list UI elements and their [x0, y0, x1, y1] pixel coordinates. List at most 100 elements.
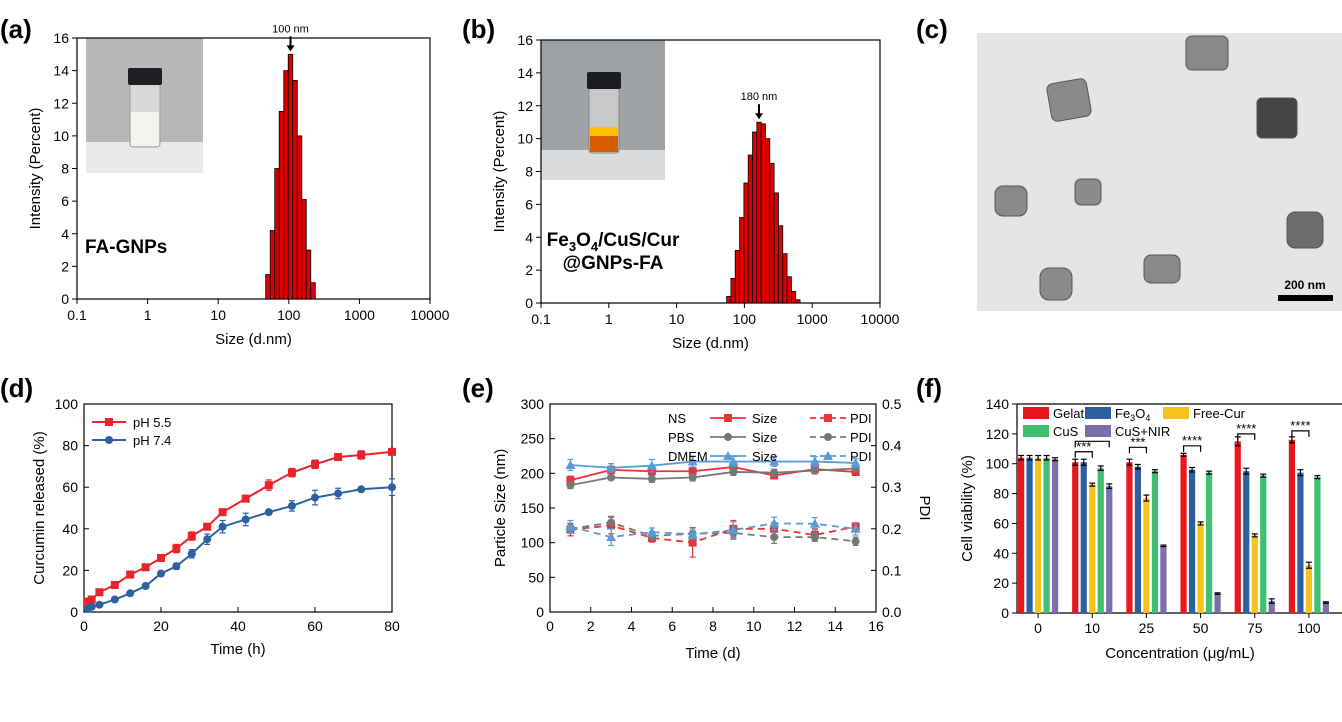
viability-bar-1-3	[1188, 469, 1196, 613]
peak-arrowhead-b	[755, 113, 764, 120]
dls-bar-a-10	[310, 282, 316, 300]
xtick-label-f-1: 10	[1084, 620, 1100, 636]
xtick-label-b-5: 10000	[861, 311, 900, 327]
xtick-label-e-1: 2	[587, 618, 595, 634]
marker-release-0-5	[141, 563, 150, 572]
legend-label-f-0: Gelatin	[1053, 406, 1094, 421]
xtick-label-a-4: 1000	[344, 307, 375, 323]
stability-line-3	[570, 524, 856, 544]
ytick-label-f-2: 40	[993, 545, 1009, 561]
xtick-label-e-6: 12	[787, 618, 803, 634]
ylabel-b: Intensity (Percent)	[491, 111, 508, 233]
ytick-label-e-5: 250	[521, 431, 545, 447]
marker-release-0-13	[287, 468, 296, 477]
panel-label-a: (a)	[0, 14, 32, 44]
sample-b-o: O	[576, 230, 591, 251]
viability-bar-4-2	[1160, 545, 1167, 613]
dls-bar-b-11	[773, 192, 779, 304]
ytick-label-d-3: 60	[62, 479, 78, 495]
xtick-label-b-0: 0.1	[531, 311, 551, 327]
marker-release-1-8	[187, 549, 196, 558]
legend-label-d-0: pH 5.5	[133, 415, 171, 430]
ytick-label-f-1: 20	[993, 575, 1009, 591]
sig-label-5: ****	[1290, 418, 1310, 433]
ytick-label-a-5: 10	[53, 128, 69, 144]
marker-release-1-16	[357, 485, 366, 494]
marker-stability-1-2	[647, 474, 656, 483]
dls-bar-a-1	[269, 230, 276, 300]
xtick-label-a-2: 10	[210, 307, 226, 323]
xtick-label-a-3: 100	[277, 307, 301, 323]
marker-release-0-6	[157, 553, 165, 562]
sample-b-sub4: 4	[591, 239, 599, 254]
viability-bar-1-2	[1134, 466, 1142, 613]
sample-b-fe: Fe	[547, 230, 569, 251]
legend-group-e-2: DMEM	[668, 449, 708, 464]
ytick-label-a-1: 2	[61, 258, 69, 274]
marker-release-0-16	[357, 450, 366, 459]
marker-release-1-7	[172, 562, 181, 571]
dls-bar-b-15	[791, 291, 797, 304]
y2tick-label-e-5: 0.5	[882, 396, 902, 412]
dls-bar-b-2	[734, 249, 740, 304]
viability-bar-4-5	[1322, 602, 1330, 613]
legend-label-f-2: Free-Cur	[1193, 406, 1246, 421]
marker-release-0-14	[311, 460, 319, 469]
tem-micrograph: 200 nm	[977, 33, 1342, 311]
legend-swatch-f-3	[1023, 425, 1049, 437]
ytick-label-b-6: 12	[517, 98, 533, 114]
marker-legend-d-1-0	[105, 436, 113, 444]
marker-stability-5-1	[606, 532, 617, 542]
marker-release-0-9	[203, 522, 212, 531]
viability-bar-1-5	[1297, 472, 1304, 613]
scale-bar-label: 200 nm	[1284, 278, 1325, 292]
dls-bar-b-16	[795, 299, 801, 304]
marker-stability-0-0	[566, 476, 575, 485]
ytick-label-e-6: 300	[521, 396, 545, 412]
xtick-label-b-4: 1000	[797, 311, 828, 327]
ylabel-a: Intensity (Percent)	[27, 108, 44, 230]
ytick-label-a-3: 6	[61, 193, 69, 209]
xtick-label-d-0: 0	[80, 618, 88, 634]
marker-stability-5-3	[687, 529, 698, 539]
xtick-label-e-8: 16	[868, 618, 884, 634]
dls-bar-a-3	[278, 111, 285, 300]
ytick-label-f-0: 0	[1001, 605, 1009, 621]
ytick-label-f-3: 60	[993, 515, 1009, 531]
ytick-label-b-2: 4	[525, 229, 533, 245]
ytick-label-f-4: 80	[993, 486, 1009, 502]
panel-label-d: (d)	[0, 373, 33, 403]
viability-bar-3-4	[1260, 475, 1267, 613]
legend-swatch-f-0	[1023, 407, 1049, 419]
marker-release-0-8	[187, 532, 196, 541]
legend-pdi-label-e-2: PDI	[850, 449, 872, 464]
legend-label-d-1: pH 7.4	[133, 433, 171, 448]
marker-legend-size-e-2-0	[723, 451, 733, 460]
vial-photo-a	[86, 38, 203, 173]
xtick-label-f-3: 50	[1193, 620, 1209, 636]
ytick-label-f-6: 120	[986, 426, 1010, 442]
legend-label-f-4: CuS+NIR	[1115, 424, 1170, 439]
marker-release-0-2	[95, 588, 104, 597]
viability-bar-3-3	[1205, 472, 1213, 613]
viability-bar-2-5	[1305, 565, 1313, 613]
viability-bar-1-4	[1243, 471, 1250, 613]
xtick-label-a-0: 0.1	[67, 307, 87, 323]
sig-bracket-3	[1182, 445, 1202, 452]
dls-bar-b-7	[756, 121, 762, 304]
legend-size-label-e-2: Size	[752, 449, 777, 464]
viability-bar-0-1	[1072, 462, 1079, 613]
y2label-e: PDI	[916, 495, 933, 520]
sample-label-b-line2: @GNPs-FA	[563, 253, 664, 274]
dls-bar-a-6	[292, 80, 298, 300]
viability-bar-2-2	[1143, 498, 1150, 613]
marker-release-1-2	[95, 600, 104, 609]
marker-legend-pdi-e-0-0	[824, 414, 832, 422]
viability-bar-2-3	[1197, 523, 1204, 613]
xlabel-d: Time (h)	[210, 641, 265, 658]
ytick-label-b-1: 2	[525, 262, 533, 278]
marker-stability-4-1	[607, 518, 616, 527]
stability-line-5	[570, 522, 856, 539]
marker-stability-2-5	[769, 456, 780, 466]
marker-stability-2-3	[687, 456, 698, 466]
